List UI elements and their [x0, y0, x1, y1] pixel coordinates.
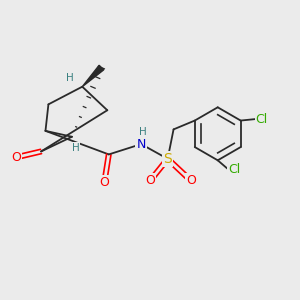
Text: O: O [186, 174, 196, 188]
Text: Cl: Cl [228, 163, 241, 176]
Polygon shape [82, 65, 104, 87]
Text: O: O [145, 174, 155, 188]
Text: N: N [136, 138, 146, 151]
Text: O: O [11, 151, 21, 164]
Text: O: O [99, 176, 109, 189]
Text: H: H [66, 73, 74, 83]
Text: S: S [163, 152, 172, 166]
Text: Cl: Cl [256, 112, 268, 126]
Text: H: H [139, 127, 146, 137]
Text: H: H [72, 143, 80, 153]
